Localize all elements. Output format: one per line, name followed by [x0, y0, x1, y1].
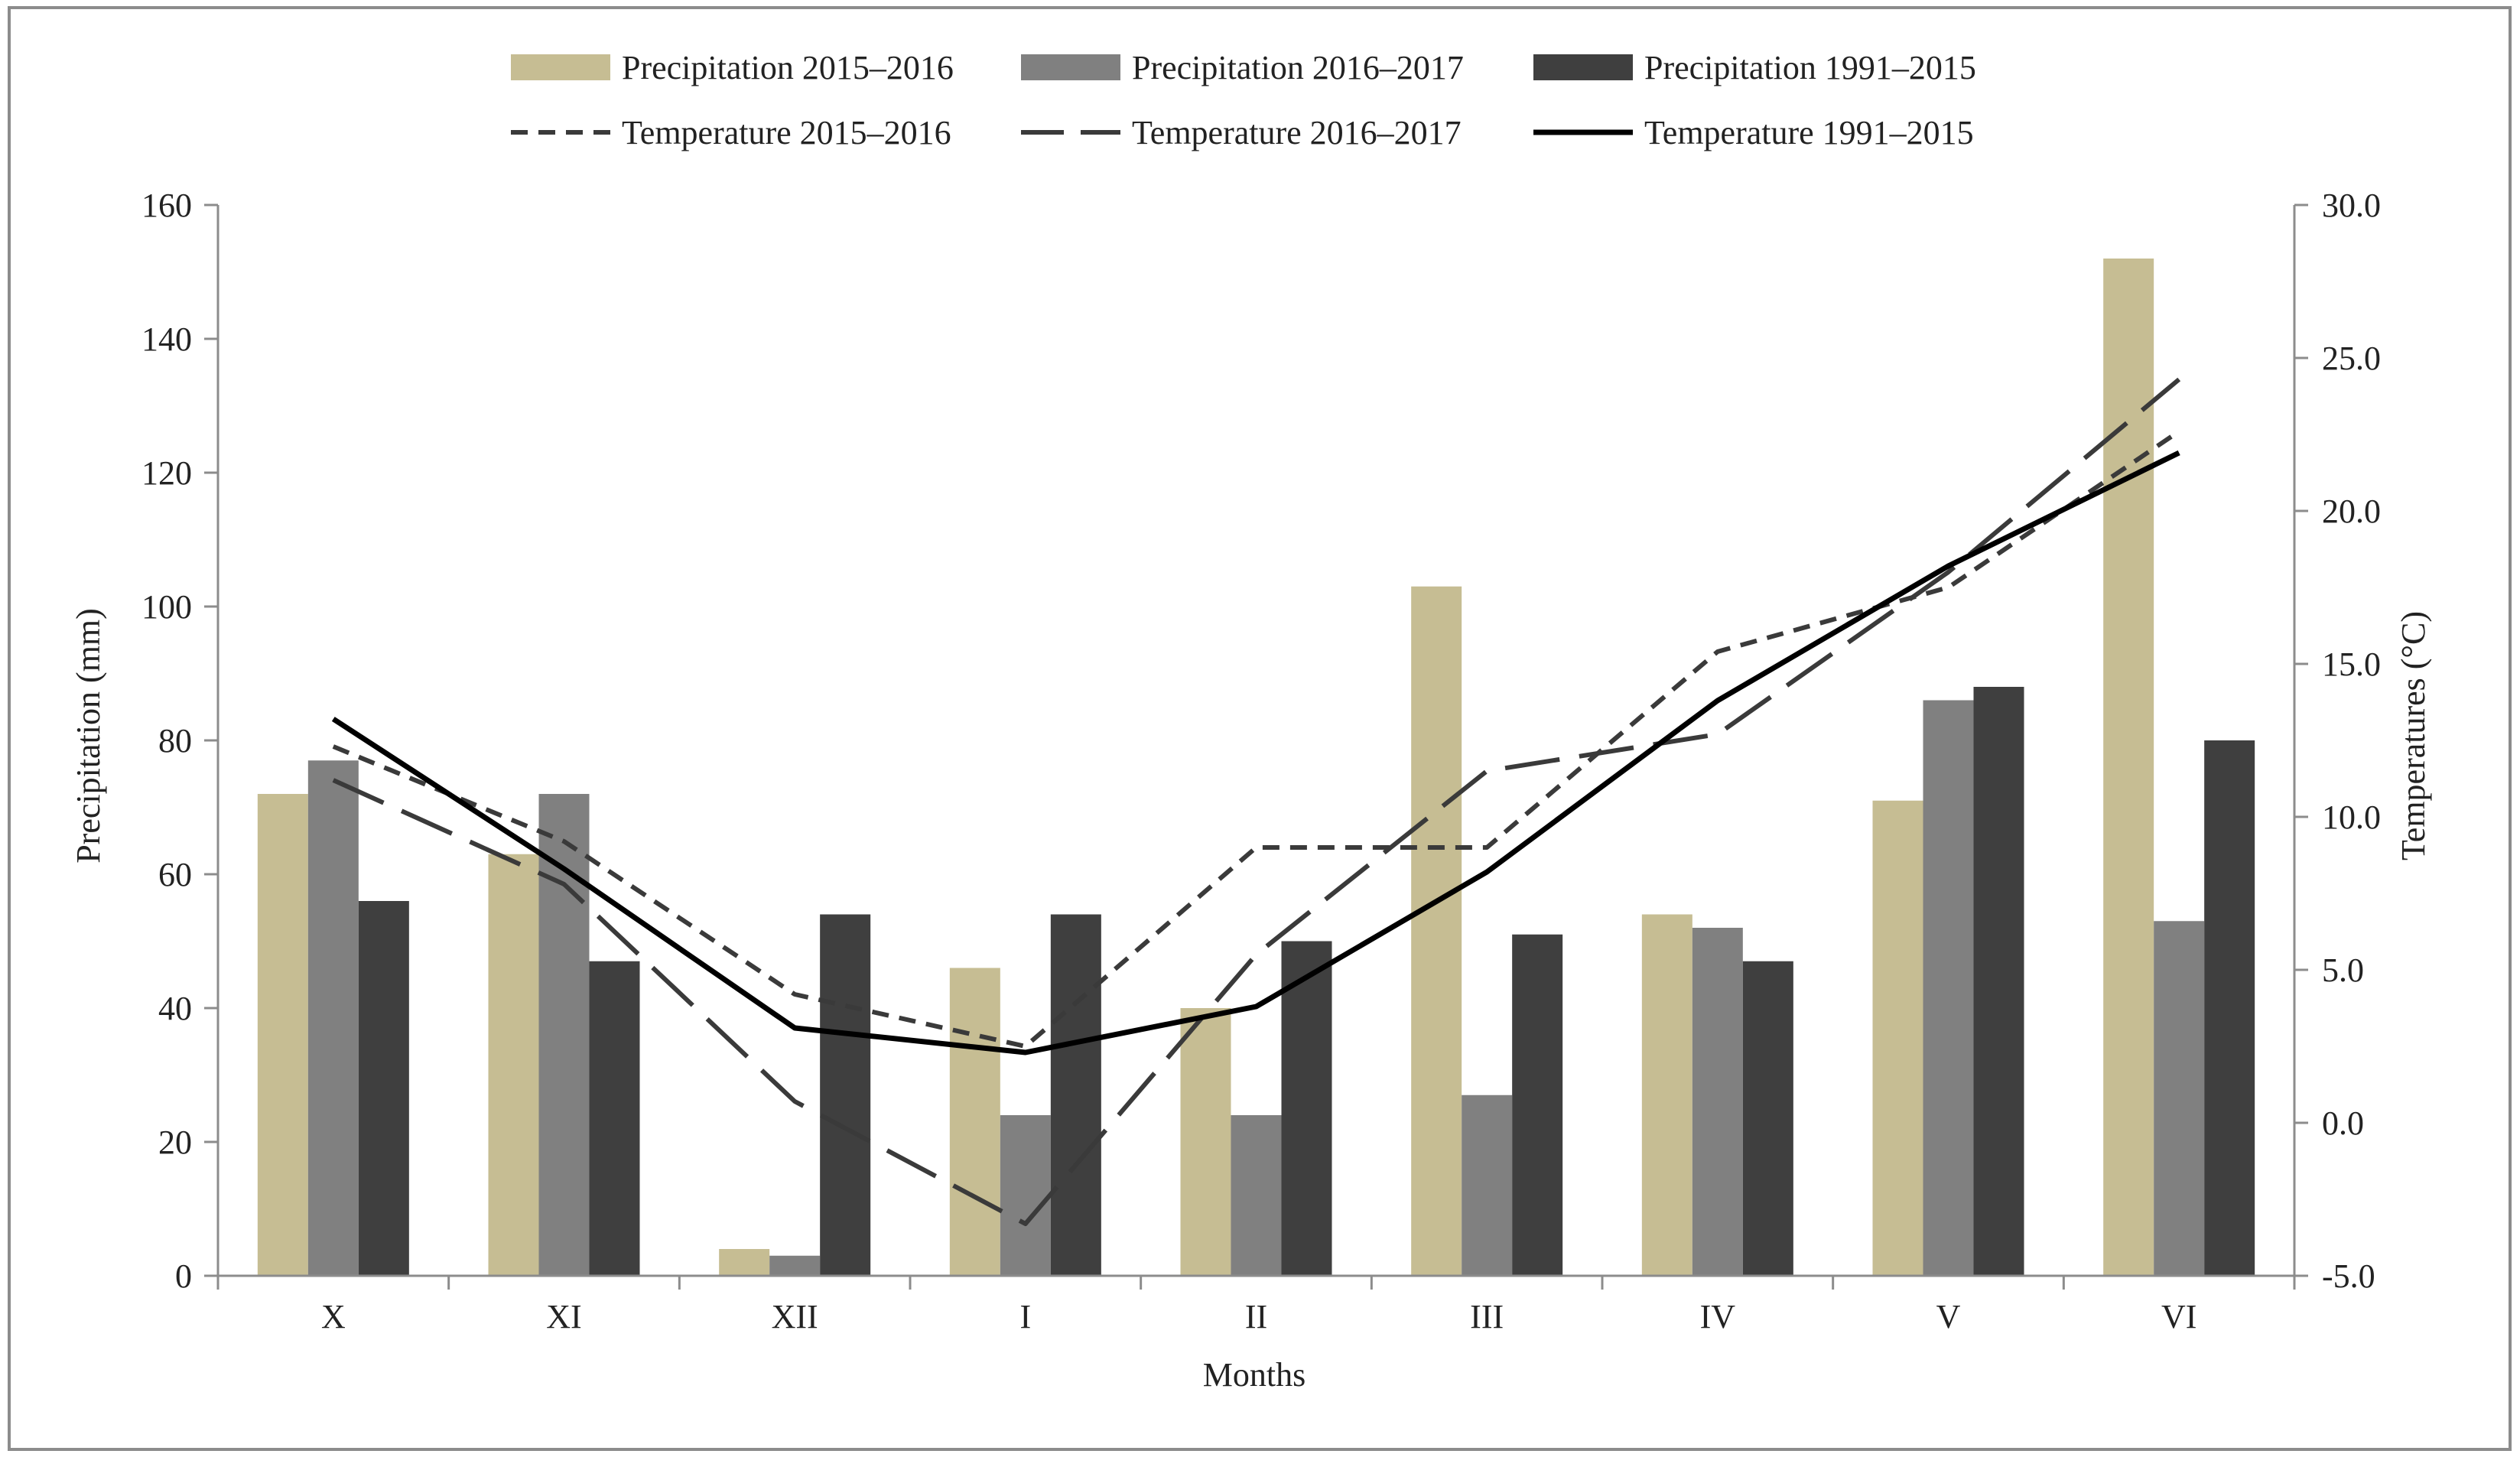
- y2-tick-label: 10.0: [2322, 799, 2381, 836]
- bar: [2204, 740, 2255, 1276]
- x-tick-label: VI: [2161, 1298, 2196, 1335]
- x-tick-label: XI: [546, 1298, 581, 1335]
- bar: [719, 1249, 770, 1276]
- ticks-layer: 0 20 40 60 80 100 120 140 160 -5.0 0.0 5.0 10.0 15.0 2…: [141, 187, 2381, 1335]
- bar: [1462, 1095, 1513, 1276]
- bar: [1923, 700, 1974, 1276]
- y-tick-label: 20: [158, 1124, 192, 1161]
- bar: [1231, 1115, 1282, 1276]
- bar: [1050, 914, 1101, 1276]
- y2-axis-title: Temperatures (°C): [2395, 611, 2432, 860]
- bar: [1000, 1115, 1051, 1276]
- bar: [1281, 941, 1332, 1276]
- y-tick-label: 120: [141, 454, 192, 492]
- legend-label: Precipitation 1991–2015: [1644, 49, 1976, 86]
- bar: [769, 1255, 821, 1276]
- legend-label: Temperature 1991–2015: [1644, 114, 1974, 151]
- bar: [1872, 800, 1923, 1276]
- bar: [307, 760, 359, 1276]
- legend-label: Temperature 2015–2016: [622, 114, 951, 151]
- y-tick-label: 100: [141, 588, 192, 626]
- y-tick-label: 160: [141, 187, 192, 224]
- bars-layer: [257, 259, 2255, 1276]
- series-line: [332, 377, 2181, 1226]
- y-tick-label: 140: [141, 320, 192, 358]
- bar: [488, 854, 539, 1276]
- legend-label: Temperature 2016–2017: [1132, 114, 1462, 151]
- y-tick-label: 60: [158, 856, 192, 893]
- bar: [1692, 928, 1743, 1276]
- bar: [1411, 586, 1462, 1276]
- y-axis-title: Precipitation (mm): [70, 608, 107, 864]
- series-line: [332, 429, 2180, 1049]
- bar: [1973, 687, 2024, 1276]
- y2-tick-label: 5.0: [2322, 951, 2364, 989]
- bar: [1641, 914, 1692, 1276]
- bar: [1180, 1008, 1231, 1276]
- x-axis-title: Months: [1203, 1356, 1306, 1394]
- legend-label: Precipitation 2016–2017: [1132, 49, 1464, 86]
- bar: [820, 914, 871, 1276]
- x-tick-label: III: [1470, 1298, 1504, 1335]
- legend-swatch: [1533, 54, 1633, 80]
- bar: [2154, 921, 2205, 1276]
- y2-tick-label: 15.0: [2322, 646, 2381, 683]
- x-tick-label: II: [1245, 1298, 1267, 1335]
- x-tick-label: XII: [772, 1298, 818, 1335]
- bar: [257, 794, 308, 1276]
- y-tick-label: 80: [158, 722, 192, 760]
- y-tick-label: 0: [175, 1257, 192, 1295]
- legend-swatch: [511, 54, 610, 80]
- bar: [2103, 259, 2154, 1276]
- bar: [1742, 961, 1793, 1276]
- legend: Precipitation 2015–2016 Precipitation 201…: [511, 49, 1976, 151]
- bar: [589, 961, 640, 1276]
- y2-tick-label: 30.0: [2322, 187, 2381, 224]
- y-tick-label: 40: [158, 990, 192, 1027]
- bar: [358, 901, 409, 1276]
- x-tick-label: V: [1936, 1298, 1961, 1335]
- y2-tick-label: 20.0: [2322, 493, 2381, 530]
- legend-swatch: [1021, 54, 1120, 80]
- x-tick-label: X: [321, 1298, 346, 1335]
- x-tick-label: I: [1020, 1298, 1032, 1335]
- legend-label: Precipitation 2015–2016: [622, 49, 954, 86]
- x-tick-label: IV: [1700, 1298, 1736, 1335]
- y2-tick-label: 25.0: [2322, 340, 2381, 377]
- lines-layer: [331, 377, 2181, 1226]
- y2-tick-label: -5.0: [2322, 1257, 2375, 1295]
- bar: [1512, 934, 1563, 1276]
- bar: [949, 968, 1000, 1276]
- y2-tick-label: 0.0: [2322, 1104, 2364, 1142]
- series-line: [331, 450, 2180, 1056]
